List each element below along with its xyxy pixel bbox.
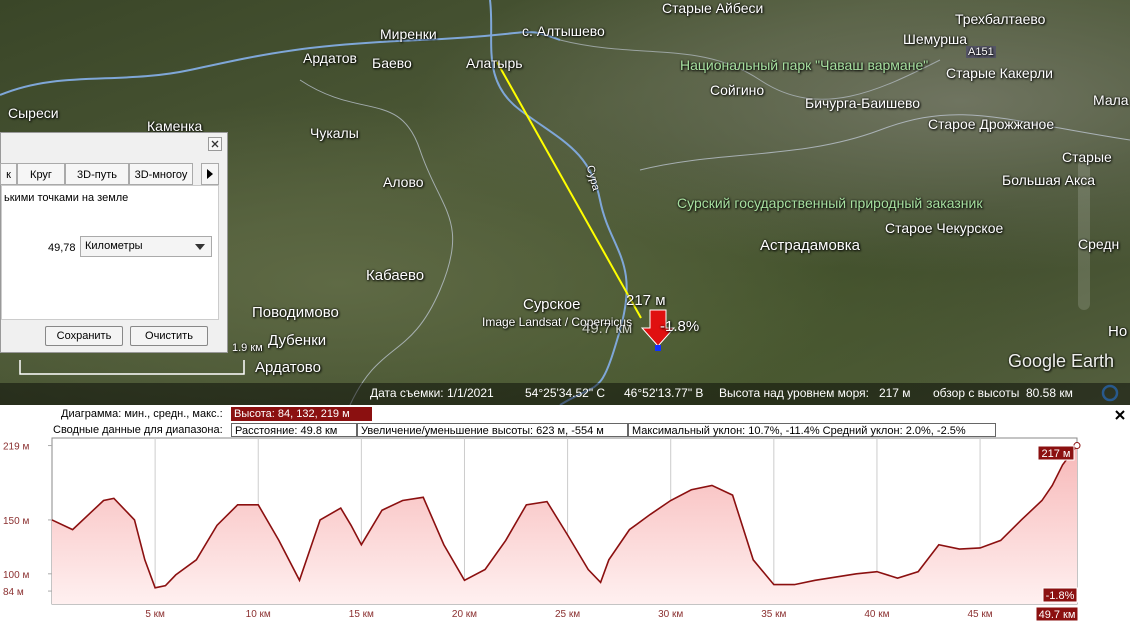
- place-label: Мала: [1093, 92, 1129, 108]
- route-slope: -1.8%: [660, 318, 700, 335]
- header-label: Диаграмма: мин., средн., макс.:: [61, 408, 223, 420]
- place-label: Ардатово: [255, 359, 321, 376]
- place-label: Поводимово: [252, 304, 339, 321]
- close-profile[interactable]: [1115, 410, 1125, 420]
- place-label: Старое Дрожжаное: [928, 116, 1055, 132]
- place-label: Каменка: [147, 118, 203, 134]
- place-label: Астрадамовка: [760, 237, 861, 254]
- place-label: Большая Акса: [1002, 172, 1096, 188]
- place-label: Баево: [372, 55, 412, 71]
- place-label: Алатырь: [466, 55, 523, 71]
- status-lon: 46°52'13.77" В: [624, 386, 704, 400]
- status-lat: 54°25'34.52" С: [525, 386, 606, 400]
- river: [489, 0, 628, 405]
- boundary: [639, 114, 1130, 171]
- tab-panel: ькими точками на земле 49,78 Километры: [1, 185, 219, 320]
- compass-icon[interactable]: [1101, 384, 1119, 402]
- unit-value: Километры: [85, 240, 143, 252]
- place-label: Алово: [383, 174, 424, 190]
- route-line: [496, 61, 642, 319]
- place-label: Старые Айбеси: [662, 0, 764, 16]
- place-label: Трехбалтаево: [955, 11, 1046, 27]
- dialog-text: ькими точками на земле: [4, 192, 129, 204]
- position-point: [655, 345, 661, 351]
- save-button[interactable]: Сохранить: [45, 326, 123, 346]
- tab[interactable]: 3D-многоу: [129, 163, 193, 185]
- header-value: Увеличение/уменьшение высоты: 623 м, -55…: [357, 423, 628, 437]
- tab-scroll[interactable]: [201, 163, 219, 185]
- ruler-dialog: к Круг 3D-путь 3D-многоу ькими точками н…: [0, 132, 228, 353]
- header-value: Расстояние: 49.8 км: [231, 423, 357, 437]
- scale-bar: [19, 360, 245, 375]
- header-value: Максимальный уклон: 10.7%, -11.4% Средни…: [628, 423, 996, 437]
- status-bar: Дата съемки: 1/1/2021 54°25'34.52" С 46°…: [0, 383, 1130, 405]
- unit-select[interactable]: Километры: [80, 236, 212, 257]
- boundary: [559, 39, 941, 100]
- dropdown-arrow: [195, 244, 205, 250]
- zoom-slider[interactable]: [1078, 160, 1090, 310]
- place-label: Старые Какерли: [946, 65, 1053, 81]
- place-label: Шемурша: [903, 31, 968, 47]
- place-label: Средн: [1078, 236, 1120, 252]
- header-value[interactable]: Высота: 84, 132, 219 м: [231, 407, 372, 421]
- route-distance: 49.7 км: [582, 320, 633, 337]
- status-elevation: Высота над уровнем моря: 217 м: [719, 386, 911, 400]
- place-label: с. Алтышево: [522, 23, 605, 39]
- position-marker: [640, 309, 676, 347]
- scale-label: 1.9 км: [232, 342, 263, 354]
- tab[interactable]: Круг: [17, 163, 65, 185]
- header-label: Сводные данные для диапазона:: [53, 424, 223, 436]
- map[interactable]: Старые Айбеси Трехбалтаево Миренки с. Ал…: [0, 0, 1130, 405]
- place-label: Старые: [1062, 149, 1112, 165]
- status-eye: обзор с высоты 80.58 км: [933, 386, 1073, 400]
- tab[interactable]: к: [0, 163, 17, 185]
- river: [0, 31, 561, 96]
- park-label: Сурский государственный природный заказн…: [677, 195, 983, 211]
- status-date: Дата съемки: 1/1/2021: [370, 386, 494, 400]
- tab[interactable]: 3D-путь: [65, 163, 129, 185]
- attribution: Image Landsat / Copernicus: [482, 315, 633, 329]
- place-label: Кабаево: [366, 267, 425, 284]
- boundary: [299, 79, 454, 405]
- place-label: Ардатов: [303, 50, 357, 66]
- road-label: A151: [966, 46, 996, 58]
- place-label: Миренки: [380, 26, 437, 42]
- logo: Google Earth: [1008, 351, 1115, 371]
- map-overlay: [0, 0, 1130, 405]
- place-label: Сурское: [523, 296, 581, 313]
- place-label: Чукалы: [310, 125, 359, 141]
- place-label: Сыреси: [8, 105, 59, 121]
- clear-button[interactable]: Очистить: [130, 326, 208, 346]
- place-label: Но: [1108, 323, 1128, 340]
- place-label: Дубенки: [268, 332, 327, 349]
- park-label: Национальный парк "Чаваш вармане": [680, 57, 929, 73]
- place-label: Старое Чекурское: [885, 220, 1004, 236]
- close-button[interactable]: [208, 137, 222, 151]
- place-label: Сойгино: [710, 82, 765, 98]
- length-value: 49,78: [48, 242, 76, 254]
- route-elevation: 217 м: [626, 292, 666, 309]
- elevation-profile: Диаграмма: мин., средн., макс.: Высота: …: [0, 405, 1130, 624]
- place-label: Бичурга-Баишево: [805, 95, 921, 111]
